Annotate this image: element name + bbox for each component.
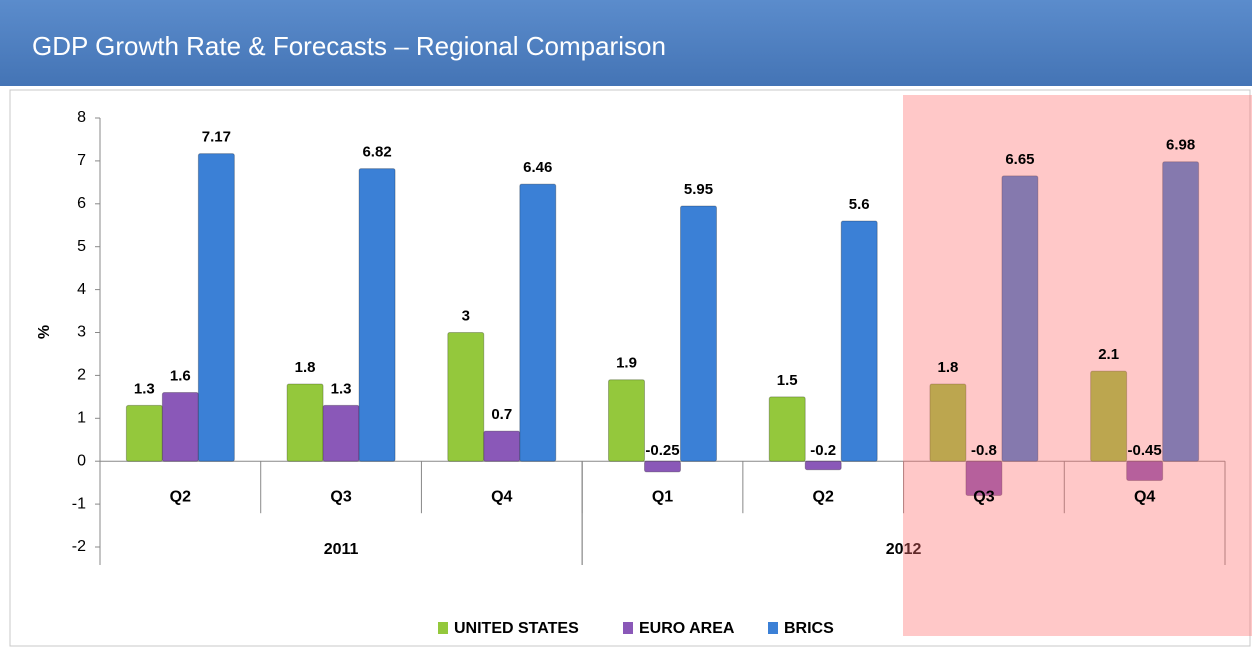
data-label: 7.17 (202, 129, 231, 146)
bar (519, 183, 557, 462)
x-tick-label: Q4 (491, 488, 512, 505)
y-axis-label: % (36, 325, 53, 339)
x-tick-label: Q1 (652, 488, 673, 505)
y-tick-label: -2 (72, 538, 86, 555)
forecast-highlight (903, 95, 1252, 636)
data-label: 0.7 (491, 406, 512, 423)
bar (322, 404, 360, 462)
data-label: -0.2 (810, 442, 836, 459)
y-tick-label: 0 (77, 452, 86, 469)
y-tick-label: 5 (77, 238, 86, 255)
bar (1162, 161, 1200, 462)
data-label: 1.8 (937, 359, 958, 376)
group-label: 2012 (886, 541, 922, 558)
data-label: 1.5 (777, 372, 798, 389)
bar (483, 430, 521, 462)
group-label: 2011 (324, 541, 359, 558)
x-tick-label: Q3 (973, 488, 994, 505)
data-label: 1.6 (170, 368, 191, 385)
y-tick-label: 2 (77, 367, 86, 384)
header-band (0, 0, 1252, 86)
legend-label: UNITED STATES (454, 620, 579, 637)
bar (286, 383, 324, 462)
x-tick-label: Q3 (330, 488, 351, 505)
bar (1090, 370, 1128, 462)
y-tick-label: 4 (77, 281, 86, 298)
x-tick-label: Q2 (170, 488, 191, 505)
legend-swatch (623, 622, 633, 634)
data-label: 6.82 (362, 144, 391, 161)
bar (197, 153, 235, 462)
legend-swatch (768, 622, 778, 634)
legend-label: BRICS (784, 620, 834, 637)
y-tick-label: 1 (77, 410, 86, 427)
bar (965, 460, 1003, 497)
y-tick-label: 3 (77, 324, 86, 341)
bar (125, 404, 163, 462)
chart-title: GDP Growth Rate & Forecasts – Regional C… (32, 31, 666, 61)
y-tick-label: 7 (77, 152, 86, 169)
bar (1126, 460, 1164, 482)
bar (804, 460, 842, 471)
x-tick-label: Q2 (813, 488, 834, 505)
bar (929, 383, 967, 462)
bar (608, 379, 645, 462)
data-label: -0.25 (645, 442, 679, 459)
y-tick-label: 6 (77, 195, 86, 212)
bar (644, 460, 681, 473)
bar (768, 396, 806, 462)
data-label: 6.98 (1166, 137, 1195, 154)
bar (358, 168, 396, 462)
data-label: 1.3 (134, 380, 155, 397)
bar (447, 332, 485, 462)
data-label: 5.95 (684, 181, 713, 198)
data-label: 6.65 (1005, 151, 1034, 168)
data-label: 1.9 (616, 355, 637, 372)
bar (1001, 175, 1039, 462)
x-tick-label: Q4 (1134, 488, 1155, 505)
legend-label: EURO AREA (639, 620, 735, 637)
legend-swatch (438, 622, 448, 634)
data-label: 5.6 (849, 196, 870, 213)
data-label: 3 (462, 307, 470, 324)
data-label: -0.45 (1128, 442, 1162, 459)
bar (161, 392, 199, 462)
data-label: 6.46 (523, 159, 552, 176)
y-tick-label: -1 (72, 495, 86, 512)
data-label: -0.8 (971, 442, 997, 459)
y-tick-label: 8 (77, 109, 86, 126)
bar (680, 205, 717, 462)
bar (840, 220, 878, 462)
data-label: 1.3 (331, 380, 352, 397)
data-label: 2.1 (1098, 346, 1119, 363)
data-label: 1.8 (295, 359, 316, 376)
